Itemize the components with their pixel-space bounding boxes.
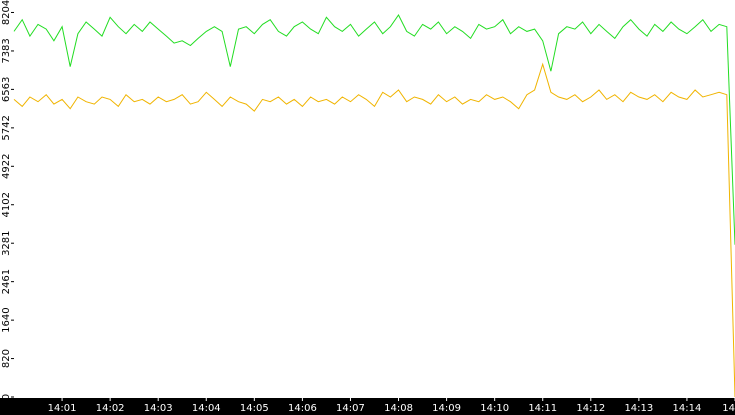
y-tick-label: 2461 <box>1 269 12 294</box>
x-tick-label: 14:11 <box>528 403 557 414</box>
x-tick-label: 14:02 <box>96 403 125 414</box>
y-tick-label: 4102 <box>1 192 12 217</box>
y-tick-label: 4922 <box>1 154 12 179</box>
y-tick-label: 1640 <box>1 307 12 332</box>
x-tick-label: 14:07 <box>336 403 365 414</box>
series-line <box>13 62 735 398</box>
y-tick-label: 3281 <box>1 230 12 255</box>
y-tick-label: 5742 <box>1 115 12 140</box>
x-tick-label: 14:08 <box>384 403 413 414</box>
y-tick-label: 0 <box>1 394 12 400</box>
x-tick-label: 14:09 <box>432 403 461 414</box>
x-tick-label: 14:06 <box>288 403 317 414</box>
x-tick-label: 14 <box>722 403 735 414</box>
x-tick-label: 14:10 <box>480 403 509 414</box>
y-tick-label: 7383 <box>1 38 12 63</box>
y-tick-label: 6563 <box>1 77 12 102</box>
x-axis-band <box>0 398 735 415</box>
x-tick-label: 14:14 <box>673 403 702 414</box>
x-tick-label: 14:04 <box>192 403 221 414</box>
y-tick-label: 8204 <box>1 0 12 25</box>
x-tick-label: 14:13 <box>624 403 653 414</box>
y-tick-label: 820 <box>1 349 12 368</box>
x-tick-label: 14:05 <box>240 403 269 414</box>
x-tick-label: 14:01 <box>48 403 77 414</box>
x-tick-label: 14:12 <box>576 403 605 414</box>
x-tick-label: 14:03 <box>144 403 173 414</box>
series-line <box>13 14 735 245</box>
